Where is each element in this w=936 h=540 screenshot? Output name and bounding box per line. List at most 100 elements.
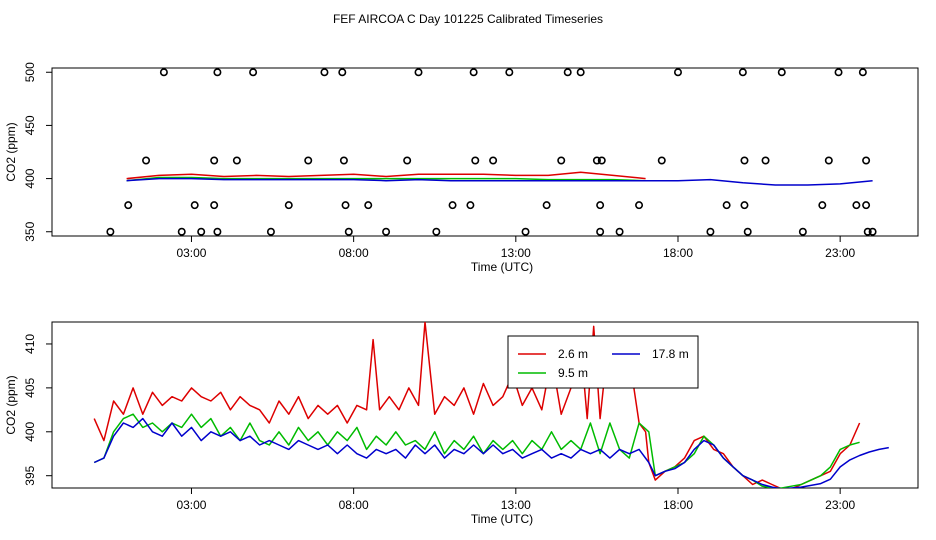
calibration-point (124, 201, 133, 210)
series-line-2-6-m (93, 322, 861, 488)
calibration-point (414, 68, 423, 77)
calibration-point (722, 201, 731, 210)
series-line-9-5-m (126, 176, 646, 182)
y-tick-label: 400 (23, 421, 37, 441)
x-tick-label: 08:00 (339, 246, 369, 260)
calibration-point (284, 201, 293, 210)
calibration-point (738, 68, 747, 77)
x-tick-label: 03:00 (176, 246, 206, 260)
calibration-point (657, 156, 666, 165)
y-tick-label: 410 (23, 334, 37, 354)
legend-box (507, 335, 699, 389)
series-line-17-8-m (126, 177, 873, 186)
plot-area (106, 68, 877, 236)
calibration-point (403, 156, 412, 165)
calibration-point (339, 156, 348, 165)
calibration-point (862, 156, 871, 165)
calibration-point (249, 68, 258, 77)
calibration-point (542, 201, 551, 210)
calibration-point (852, 201, 861, 210)
bottom-panel: 03:00 08:00 13:00 18:00 23:00 395 400 405 410 Tim… (4, 321, 919, 526)
legend-label: 17.8 m (652, 347, 689, 361)
calibration-point (448, 201, 457, 210)
y-tick-label: 350 (23, 221, 37, 241)
calibration-point (673, 68, 682, 77)
x-tick-label: 13:00 (501, 246, 531, 260)
y-tick-label: 405 (23, 378, 37, 398)
calibration-point (177, 227, 186, 236)
y-tick-label: 400 (23, 168, 37, 188)
calibration-point (471, 156, 480, 165)
calibration-point (213, 68, 222, 77)
calibration-point (597, 156, 606, 165)
calibration-point (266, 227, 275, 236)
calibration-point (615, 227, 624, 236)
calibration-point (576, 68, 585, 77)
calibration-point (232, 156, 241, 165)
calibration-point (743, 227, 752, 236)
x-tick-label: 23:00 (825, 498, 855, 512)
legend-label: 9.5 m (558, 366, 588, 380)
plot-frame (51, 67, 919, 237)
calibration-point (106, 227, 115, 236)
calibration-point (740, 201, 749, 210)
calibration-point (798, 227, 807, 236)
calibration-point (706, 227, 715, 236)
calibration-point (863, 227, 872, 236)
calibration-point (382, 227, 391, 236)
calibration-point (159, 68, 168, 77)
x-tick-label: 18:00 (663, 246, 693, 260)
calibration-point (489, 156, 498, 165)
calibration-point (777, 68, 786, 77)
calibration-point (596, 201, 605, 210)
y-axis-label: CO2 (ppm) (4, 375, 18, 434)
calibration-point (635, 201, 644, 210)
calibration-point (563, 68, 572, 77)
calibration-point (213, 227, 222, 236)
calibration-point (592, 156, 601, 165)
x-tick-label: 13:00 (501, 498, 531, 512)
calibration-point (210, 156, 219, 165)
x-axis-label: Time (UTC) (471, 260, 533, 274)
calibration-point (834, 68, 843, 77)
x-axis-label: Time (UTC) (471, 512, 533, 526)
calibration-point (557, 156, 566, 165)
y-tick-label: 395 (23, 465, 37, 485)
calibration-point (740, 156, 749, 165)
calibration-point (824, 156, 833, 165)
x-tick-label: 08:00 (339, 498, 369, 512)
legend-label: 2.6 m (558, 347, 588, 361)
calibration-point (338, 68, 347, 77)
calibration-point (858, 68, 867, 77)
calibration-point (364, 201, 373, 210)
calibration-point (142, 156, 151, 165)
y-tick-label: 450 (23, 115, 37, 135)
calibration-point (596, 227, 605, 236)
y-axis-label: CO2 (ppm) (4, 122, 18, 181)
calibration-point (818, 201, 827, 210)
calibration-point (432, 227, 441, 236)
x-tick-label: 03:00 (176, 498, 206, 512)
x-tick-label: 23:00 (825, 246, 855, 260)
figure-title: FEF AIRCOA C Day 101225 Calibrated Times… (333, 12, 603, 26)
calibration-point (521, 227, 530, 236)
legend: 2.6 m 9.5 m 17.8 m (507, 335, 699, 389)
calibration-point (210, 201, 219, 210)
calibration-point (320, 68, 329, 77)
calibration-point (761, 156, 770, 165)
calibration-point (505, 68, 514, 77)
plot-frame (51, 321, 919, 489)
top-panel: 03:00 08:00 13:00 18:00 23:00 350 400 450 500 Tim… (4, 62, 919, 274)
series-line-2-6-m (126, 171, 646, 180)
calibration-point (466, 201, 475, 210)
x-tick-label: 18:00 (663, 498, 693, 512)
calibration-point (341, 201, 350, 210)
calibration-point (862, 201, 871, 210)
calibration-point (344, 227, 353, 236)
y-tick-label: 500 (23, 62, 37, 82)
series-line-17-8-m (93, 417, 889, 488)
plot-area (93, 322, 889, 488)
calibration-point (304, 156, 313, 165)
calibration-point (469, 68, 478, 77)
